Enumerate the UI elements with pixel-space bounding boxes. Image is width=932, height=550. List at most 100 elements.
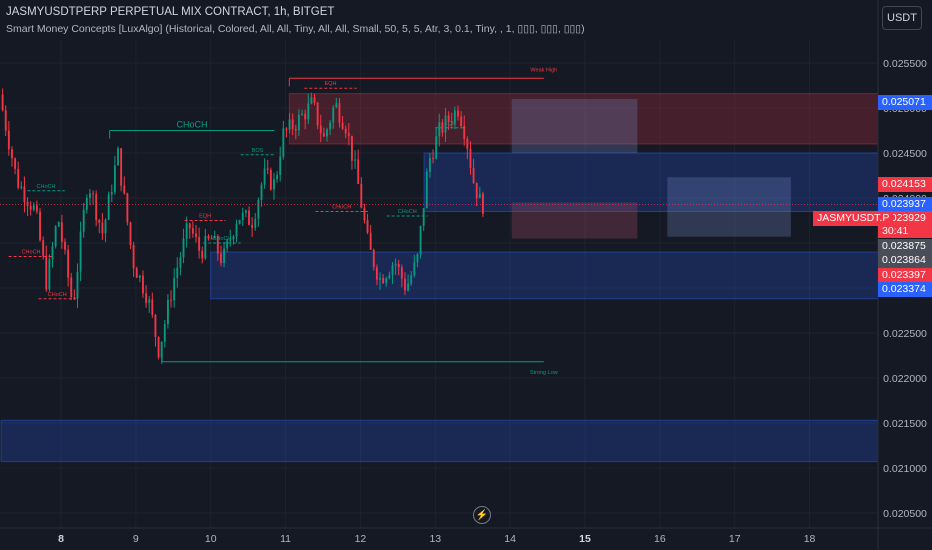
candle-body (11, 149, 13, 159)
candle-body (238, 219, 241, 224)
candle-body (113, 165, 116, 193)
candle-body (313, 97, 316, 103)
candle-body (410, 275, 413, 284)
candle-body (338, 103, 341, 123)
structure-label: CHoCH (37, 184, 56, 190)
price-tag: 0.023374 (878, 282, 932, 298)
candle-body (416, 254, 419, 263)
candle-body (279, 156, 282, 175)
zone-demand (210, 251, 879, 300)
candle-body (220, 253, 222, 264)
candle-body (351, 135, 353, 161)
zone-fvg-up (667, 177, 791, 237)
structure-label: CHoCH (176, 120, 207, 130)
candle-body (372, 249, 375, 268)
x-tick-label: 13 (429, 533, 441, 545)
candle-body (229, 239, 232, 241)
candle-body (447, 115, 450, 122)
x-tick-label: 17 (729, 533, 741, 545)
structure-label: EQH (199, 214, 211, 220)
candle-body (32, 205, 35, 210)
candle-body (160, 341, 163, 358)
x-tick-label: 10 (205, 533, 217, 545)
candle-body (463, 126, 466, 139)
candle-body (20, 186, 23, 188)
candle-body (39, 211, 41, 241)
candle-body (344, 128, 347, 134)
candle-body (375, 267, 378, 280)
candle-body (244, 210, 247, 213)
x-tick-label: 15 (579, 533, 591, 545)
candle-body (76, 271, 79, 299)
candle-body (366, 220, 369, 233)
candle-body (388, 275, 391, 279)
candle-body (460, 116, 463, 127)
candle-body (117, 148, 119, 166)
candle-body (107, 194, 110, 220)
candle-body (198, 237, 201, 251)
structure-label: EQH (325, 81, 337, 87)
candle-body (276, 174, 279, 180)
candle-body (360, 183, 363, 208)
y-tick-label: 0.022000 (883, 373, 927, 385)
candle-body (120, 148, 123, 186)
candle-body (428, 157, 431, 172)
candle-body (45, 255, 48, 290)
candle-body (282, 128, 285, 157)
candle-body (294, 129, 297, 131)
candle-body (204, 235, 207, 259)
candle-body (157, 336, 160, 358)
candle-body (54, 226, 57, 247)
candle-body (148, 299, 151, 303)
candle-body (291, 119, 294, 130)
candle-body (422, 208, 425, 227)
candle-body (126, 193, 129, 223)
structure-label: CHoCH (332, 205, 351, 211)
candle-body (163, 323, 166, 342)
candle-body (95, 194, 98, 220)
candle-body (335, 103, 338, 108)
candle-body (263, 168, 266, 185)
candle-body (70, 277, 73, 298)
candle-body (266, 168, 269, 170)
zone-demand (423, 152, 879, 212)
symbol-tag: JASMYUSDT.P (813, 211, 894, 227)
candle-body (466, 138, 469, 149)
candle-body (432, 157, 434, 159)
candle-body (195, 233, 197, 238)
candle-body (213, 236, 216, 239)
candle-body (435, 136, 438, 159)
x-tick-label: 12 (355, 533, 367, 545)
candle-body (26, 201, 29, 206)
price-tag: 0.024153 (878, 177, 932, 193)
candle-body (326, 129, 328, 137)
structure-label: BOS (252, 148, 264, 154)
candle-body (89, 193, 91, 198)
candle-body (472, 167, 475, 183)
structure-label: CHoCH (48, 292, 67, 298)
candle-body (363, 207, 366, 221)
candle-body (79, 231, 82, 272)
candle-body (357, 159, 360, 184)
candle-body (67, 249, 70, 278)
candle-body (307, 103, 310, 120)
candle-body (478, 193, 481, 199)
indicator-legend[interactable]: Smart Money Concepts [LuxAlgo] (Historic… (6, 23, 585, 35)
candle-body (185, 223, 188, 239)
candle-body (154, 314, 157, 337)
candle-body (379, 278, 381, 280)
lightning-icon[interactable]: ⚡ (473, 506, 491, 524)
structure-label: EQH (444, 121, 456, 127)
candle-body (210, 238, 213, 240)
candle-body (316, 102, 319, 126)
candle-body (191, 228, 194, 234)
candle-body (369, 232, 372, 250)
currency-button[interactable]: USDT (882, 6, 922, 30)
candle-body (73, 297, 76, 299)
candle-body (254, 218, 257, 228)
candle-body (57, 222, 60, 227)
candle-body (385, 278, 388, 284)
structure-label: Strong Low (530, 370, 558, 376)
candle-body (319, 125, 322, 134)
